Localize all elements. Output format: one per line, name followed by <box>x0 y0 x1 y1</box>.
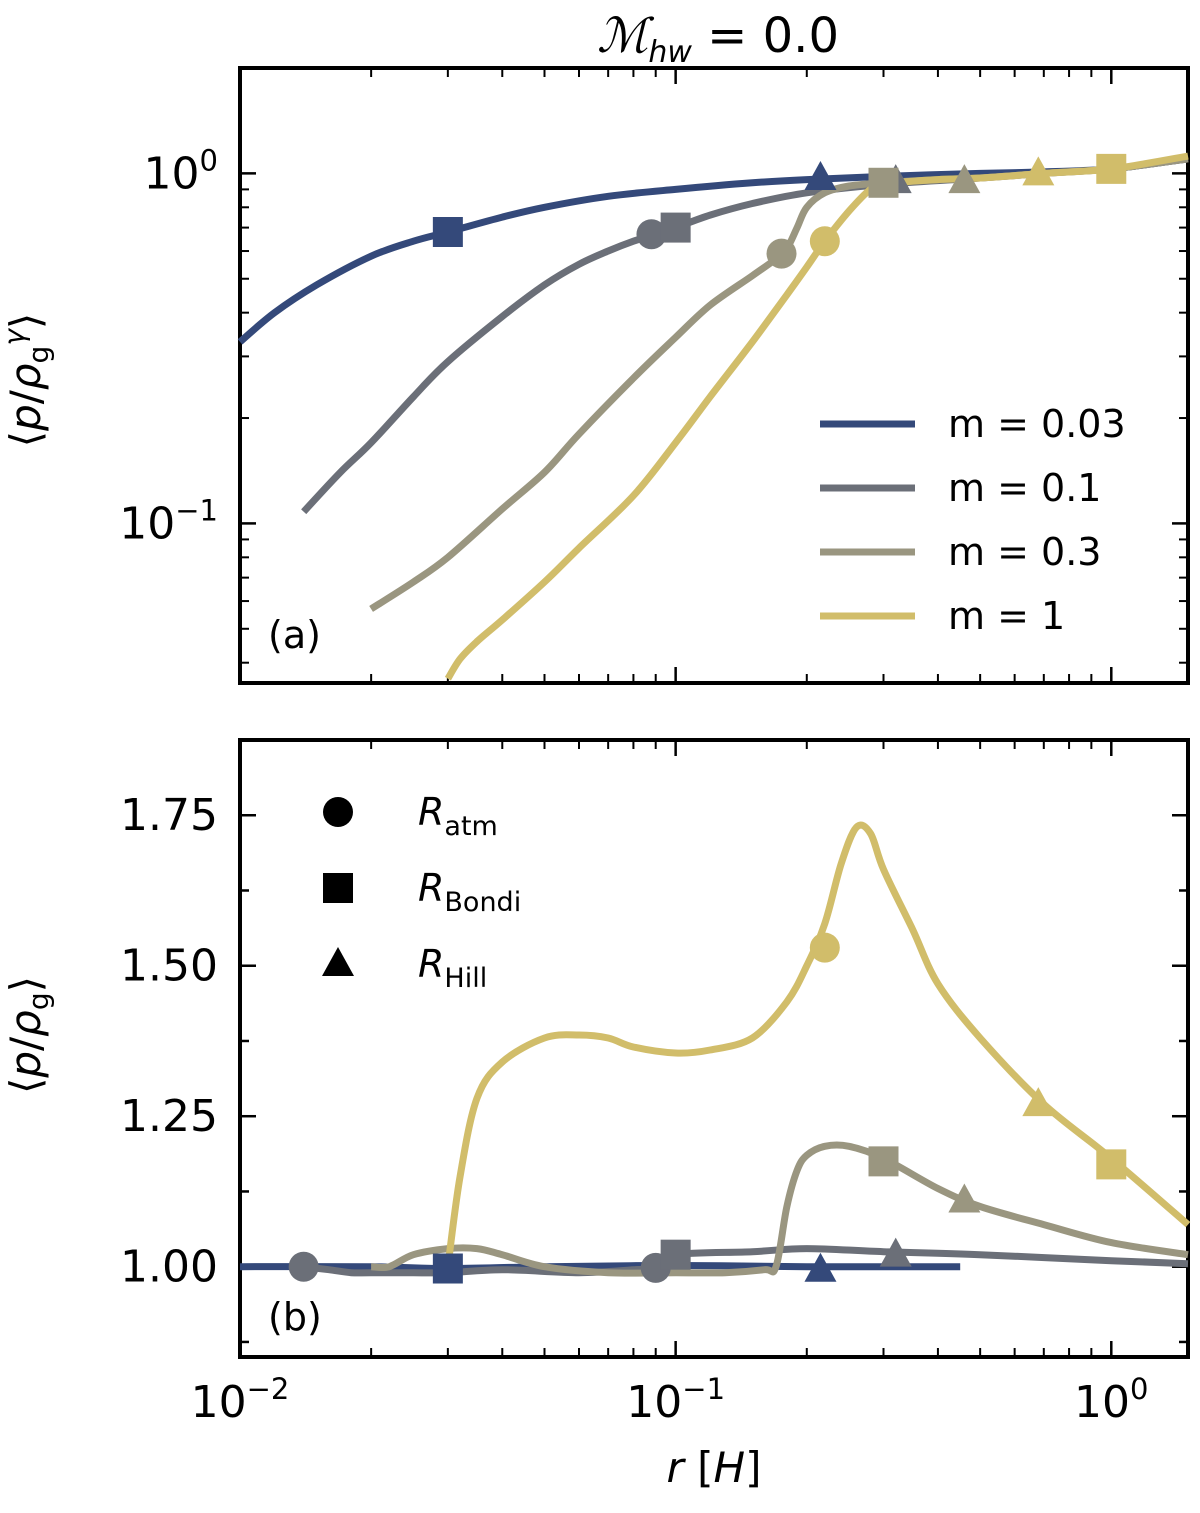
square-marker <box>868 167 899 198</box>
triangle-legend-icon <box>322 947 354 976</box>
square-marker <box>660 1239 691 1270</box>
series-line-2 <box>370 1141 1189 1277</box>
triangle-marker <box>1022 156 1055 186</box>
x-tick-label: 10−1 <box>626 1372 725 1428</box>
legend-label-1: m = 0.1 <box>948 466 1101 510</box>
panel-b-frame <box>238 738 1190 1359</box>
y-tick-label: 10−1 <box>119 493 218 549</box>
y-tick-label: 1.50 <box>120 941 218 992</box>
panel-a-label: (a) <box>268 613 321 657</box>
square-marker <box>868 1146 899 1177</box>
y-tick-label: 1.00 <box>120 1242 218 1293</box>
title-value: = 0.0 <box>692 8 839 64</box>
title-subscript: hw <box>648 35 692 70</box>
series-line-1 <box>301 155 1189 515</box>
square-marker <box>432 1253 463 1284</box>
legend-label-2: m = 0.3 <box>948 530 1101 574</box>
panel-a-markers <box>432 153 1127 269</box>
triangle-marker <box>804 1252 837 1282</box>
panel-a-frame <box>238 66 1190 685</box>
circle-marker <box>288 1251 319 1282</box>
circle-marker <box>766 238 797 269</box>
circle-marker <box>636 219 667 250</box>
y-tick-label: 100 <box>144 143 218 199</box>
marker-legend-label-2: RHill <box>418 942 487 994</box>
x-tick-label: 10−2 <box>191 1372 290 1428</box>
panel-b-label: (b) <box>268 1295 322 1339</box>
square-marker <box>432 216 463 247</box>
series-line-0 <box>237 155 1189 345</box>
panel-b-markers <box>288 932 1127 1284</box>
panel-b: 1.00 1.25 1.50 1.75 10−2 10−1 100 ⟨p/ρg⟩ (b) R… <box>1 738 1191 1492</box>
square-marker <box>1096 1149 1127 1180</box>
circle-marker <box>809 932 840 963</box>
square-legend-icon <box>323 873 353 903</box>
panel-a-ticks: 10−1 100 <box>119 67 1188 683</box>
square-marker <box>1096 153 1127 184</box>
triangle-marker <box>804 161 837 191</box>
title-symbol: ℳ <box>597 8 655 64</box>
triangle-marker <box>1022 1087 1055 1117</box>
y-tick-label: 1.25 <box>120 1091 218 1142</box>
legend-label-0: m = 0.03 <box>948 402 1126 446</box>
marker-legend-label-0: Ratm <box>418 790 498 842</box>
figure-title: ℳhw = 0.0 <box>597 8 839 70</box>
panel-b-ylabel: ⟨p/ρg⟩ <box>1 976 55 1094</box>
square-marker <box>660 212 691 243</box>
triangle-marker <box>879 1237 912 1267</box>
panel-a-ylabel: ⟨p/ρgγ⟩ <box>0 313 55 448</box>
panel-b-lines <box>239 821 1191 1277</box>
panel-b-ticks: 1.00 1.25 1.50 1.75 10−2 10−1 100 <box>120 738 1188 1428</box>
triangle-marker <box>948 1183 981 1213</box>
circle-legend-icon <box>323 797 353 827</box>
marker-legend-label-1: RBondi <box>418 866 521 918</box>
series-line-0 <box>239 1262 961 1272</box>
triangle-marker <box>948 164 981 194</box>
panel-b-marker-legend: Ratm RBondi RHill <box>322 790 521 994</box>
x-axis-label: r [H] <box>666 1443 761 1492</box>
series-line-3 <box>444 821 1191 1268</box>
y-tick-label: 1.75 <box>120 790 218 841</box>
legend-label-3: m = 1 <box>948 594 1065 638</box>
x-tick-label: 100 <box>1074 1372 1148 1428</box>
circle-marker <box>809 226 840 257</box>
panel-a-legend: m = 0.03 m = 0.1 m = 0.3 m = 1 <box>820 402 1126 638</box>
